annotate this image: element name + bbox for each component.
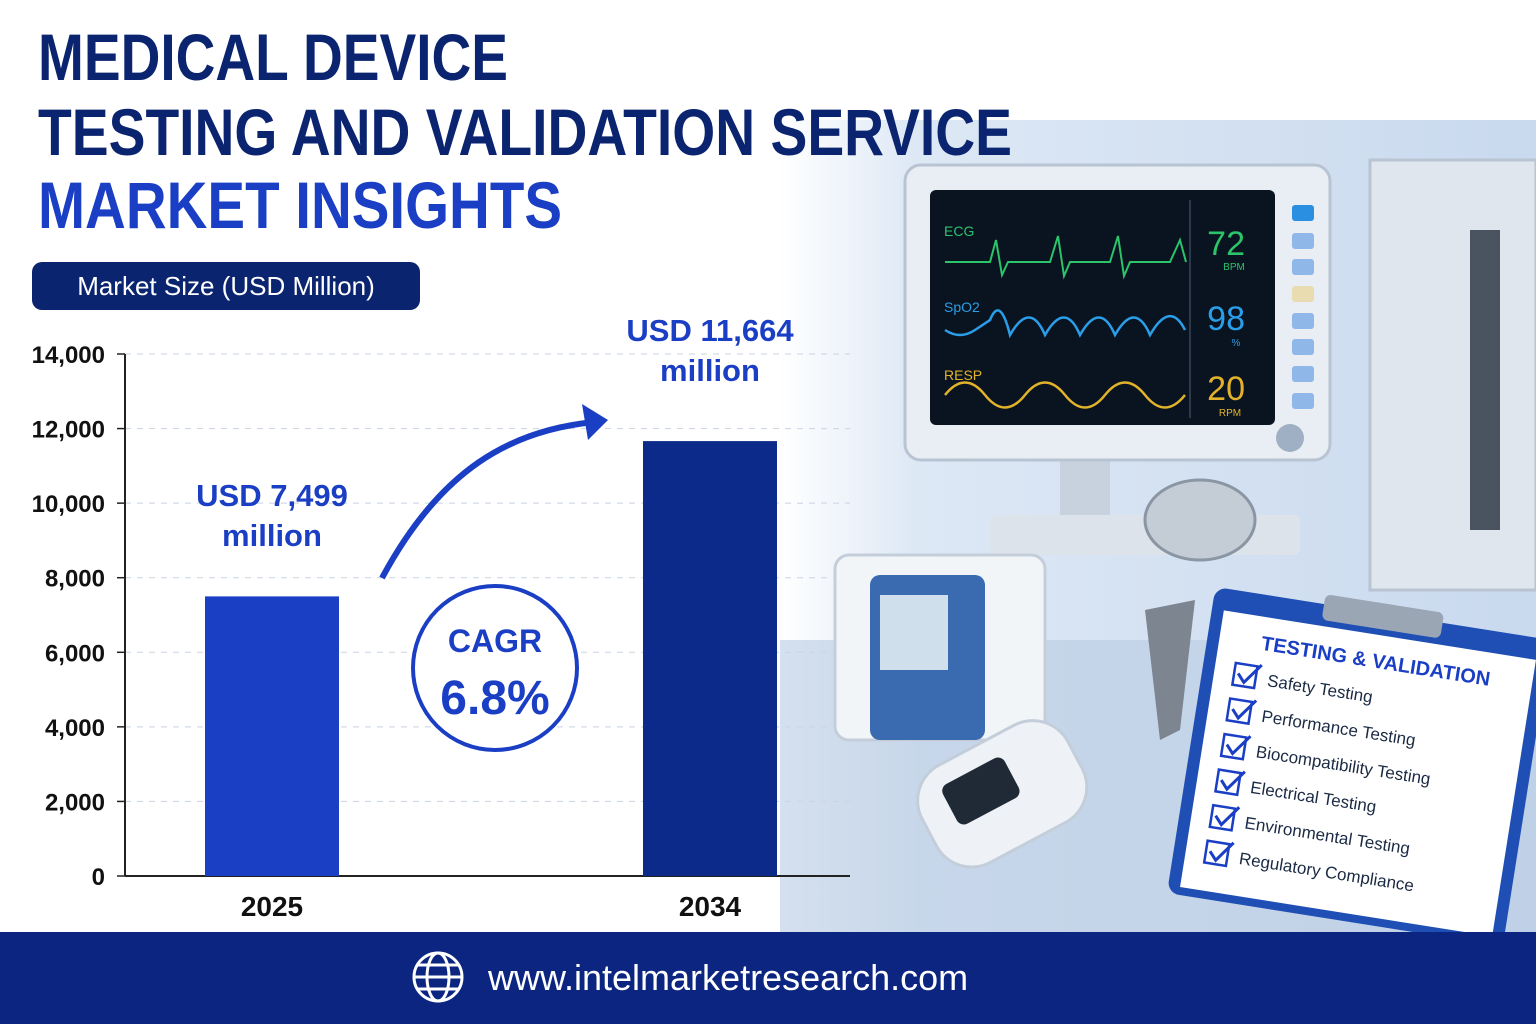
footer-url: www.intelmarketresearch.com: [487, 957, 968, 998]
bar: [643, 441, 777, 876]
y-tick-label: 14,000: [32, 342, 105, 369]
checkbox: [1202, 839, 1231, 868]
checkbox: [1225, 697, 1254, 726]
monitor-value: 20: [1207, 370, 1245, 408]
ecg-wave: [945, 235, 1187, 280]
check-mark: [1236, 663, 1263, 685]
arrow-head: [582, 404, 608, 440]
title-line: TESTING AND VALIDATION SERVICE: [38, 95, 1012, 169]
x-tick-label: 2025: [241, 891, 303, 922]
title-line: MEDICAL DEVICE: [38, 20, 508, 94]
globe-icon: [412, 951, 464, 1003]
pump-screen: [880, 595, 948, 670]
check-mark: [1214, 806, 1241, 828]
monitor-unit: RPM: [1219, 408, 1241, 419]
checkbox: [1230, 661, 1259, 690]
check-mark: [1231, 699, 1258, 721]
monitor-stand: [1060, 450, 1110, 520]
check-mark: [1208, 841, 1235, 863]
test-machine: [1368, 158, 1536, 592]
y-tick-label: 6,000: [45, 640, 105, 667]
clipboard: TESTING & VALIDATION Safety TestingPerfo…: [1168, 588, 1536, 945]
cagr-label: CAGR: [448, 623, 542, 659]
monitor-label: RESP: [944, 367, 982, 383]
checkbox: [1219, 732, 1248, 761]
y-tick-label: 4,000: [45, 715, 105, 742]
test-column: [1470, 230, 1500, 530]
growth-arrow: [379, 419, 596, 580]
value-label: USD 11,664 million: [626, 313, 794, 389]
y-axis-label: Market Size (USD Million): [77, 271, 375, 301]
implant-stem: [1145, 600, 1195, 740]
monitor-unit: %: [1232, 338, 1241, 349]
check-mark: [1225, 735, 1252, 756]
spo2-wave: [944, 309, 1187, 339]
monitor-knob: [1276, 424, 1304, 452]
check-mark: [1219, 770, 1246, 792]
monitor-value: 72: [1207, 225, 1245, 263]
y-tick-label: 8,000: [45, 566, 105, 593]
y-tick-label: 12,000: [32, 417, 105, 444]
monitor-label: ECG: [944, 223, 974, 239]
y-tick-label: 10,000: [32, 491, 105, 518]
monitor-buttons: [1292, 205, 1314, 409]
checkbox: [1214, 768, 1243, 797]
implant-head: [1143, 478, 1257, 562]
subtitle: MARKET INSIGHTS: [38, 168, 562, 242]
y-tick-label: 0: [92, 864, 105, 891]
monitor-screen: [930, 190, 1275, 425]
footer-bar: [0, 932, 1536, 1024]
bar: [205, 596, 339, 876]
monitor-label: SpO2: [944, 299, 980, 315]
monitor-unit: BPM: [1223, 262, 1245, 273]
resp-wave: [944, 381, 1186, 409]
y-label-badge: [32, 262, 420, 310]
x-tick-label: 2034: [679, 891, 742, 922]
cagr-circle: [411, 584, 579, 752]
value-label: USD 7,499 million: [196, 478, 348, 554]
y-tick-label: 2,000: [45, 789, 105, 816]
checkbox: [1208, 803, 1237, 832]
monitor-value: 98: [1207, 300, 1245, 338]
handheld-screen: [942, 757, 1020, 825]
cagr-value: 6.8%: [440, 672, 549, 725]
